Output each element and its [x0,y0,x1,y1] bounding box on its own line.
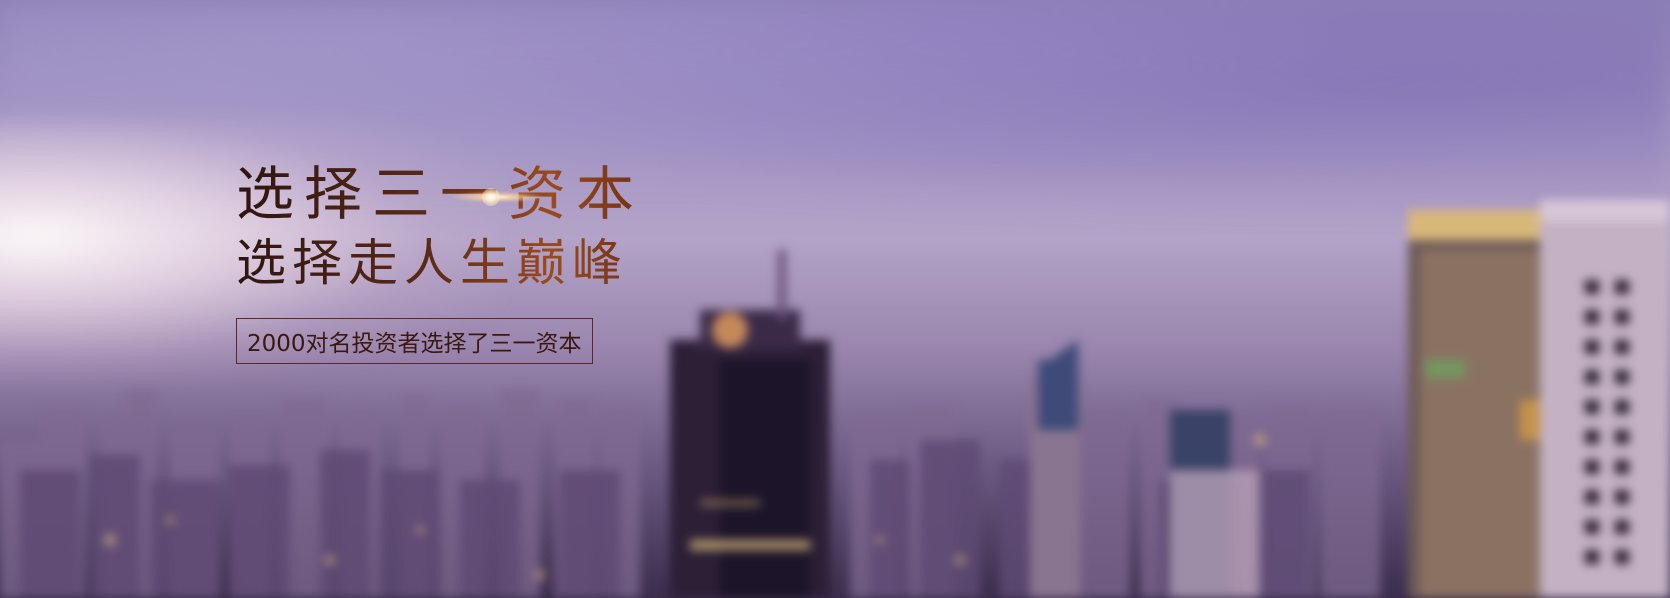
headline-line-1: 选择三一资本 [236,160,656,228]
lens-flare-core [482,188,500,206]
tagline-box: 2000对名投资者选择了三一资本 [236,318,593,364]
headline-block: 选择三一资本 选择走人生巅峰 [236,160,656,296]
headline-line-2: 选择走人生巅峰 [236,230,656,296]
